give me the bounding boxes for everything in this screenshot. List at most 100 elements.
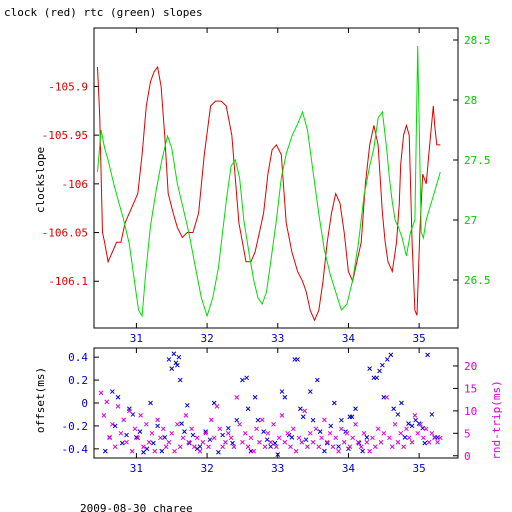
top-y2-tick-label: 28.5 — [464, 34, 491, 47]
point-offset — [240, 377, 245, 383]
point-offset — [173, 360, 179, 366]
point-rnd-trip — [293, 448, 299, 454]
point-offset — [110, 389, 115, 394]
point-rnd-trip — [313, 426, 319, 432]
point-offset — [364, 435, 370, 440]
point-rnd-trip — [285, 430, 291, 436]
point-rnd-trip — [392, 421, 398, 427]
point-rnd-trip — [375, 426, 381, 432]
point-offset — [374, 375, 380, 381]
point-rnd-trip — [372, 444, 378, 450]
point-rnd-trip — [211, 435, 217, 441]
point-offset — [324, 440, 330, 446]
point-rnd-trip — [355, 439, 361, 445]
bottom-right-axis-label: rnd-trip(ms) — [490, 380, 503, 459]
point-offset — [130, 412, 136, 417]
point-offset — [216, 449, 221, 455]
point-rnd-trip — [245, 444, 251, 450]
point-rnd-trip — [364, 439, 370, 445]
point-offset — [310, 417, 316, 423]
point-rnd-trip — [231, 444, 237, 450]
point-offset — [244, 375, 250, 381]
top-y2-tick-label: 28 — [464, 94, 477, 107]
point-rnd-trip — [242, 430, 248, 436]
point-offset — [298, 406, 303, 412]
point-offset — [295, 357, 300, 362]
point-offset — [336, 444, 341, 449]
point-rnd-trip — [310, 439, 316, 445]
point-offset — [353, 406, 358, 412]
point-rnd-trip — [194, 435, 200, 441]
chart-title: clock (red) rtc (green) slopes — [4, 6, 203, 19]
point-rnd-trip — [426, 439, 432, 445]
top-x-tick-label: 35 — [413, 332, 426, 345]
top-y-tick-label: -105.9 — [48, 80, 88, 93]
top-x-tick-label: 31 — [130, 332, 143, 345]
point-offset — [245, 406, 251, 412]
point-rnd-trip — [138, 412, 144, 418]
point-rnd-trip — [254, 426, 259, 432]
point-offset — [162, 435, 168, 440]
point-rnd-trip — [409, 439, 415, 445]
point-offset — [322, 448, 327, 454]
point-rnd-trip — [197, 448, 203, 454]
top-y-tick-label: -105.95 — [42, 129, 88, 142]
bottom-y2-tick-label: 0 — [464, 450, 471, 463]
bottom-y2-tick-label: 15 — [464, 382, 477, 395]
top-y-tick-label: -106 — [62, 178, 89, 191]
point-offset — [159, 448, 165, 454]
bottom-x-tick-label: 33 — [271, 462, 284, 475]
point-rnd-trip — [189, 426, 194, 432]
point-offset — [268, 444, 274, 449]
point-offset — [384, 357, 390, 362]
point-offset — [203, 429, 209, 434]
point-rnd-trip — [367, 448, 373, 454]
point-offset — [349, 414, 355, 420]
point-rnd-trip — [296, 435, 302, 441]
point-rnd-trip — [129, 448, 135, 454]
point-rnd-trip — [98, 390, 104, 396]
point-rnd-trip — [404, 426, 409, 432]
top-y-tick-label: -106.1 — [48, 275, 88, 288]
point-offset — [272, 440, 278, 446]
point-offset — [409, 423, 415, 429]
point-rnd-trip — [228, 435, 234, 441]
point-offset — [115, 394, 121, 400]
series-line-clock — [97, 65, 441, 322]
point-offset — [307, 389, 313, 394]
point-rnd-trip — [361, 430, 367, 436]
point-rnd-trip — [223, 439, 228, 445]
point-rnd-trip — [101, 412, 107, 418]
point-rnd-trip — [257, 439, 262, 445]
point-offset — [151, 440, 156, 446]
series-line-rtc — [97, 45, 441, 318]
bottom-y-tick-label: 0.4 — [68, 351, 88, 364]
top-axes: 31 32 33 34 35 -105.9 -105.95 -106 -106.05 -106.1… — [42, 28, 491, 345]
point-rnd-trip — [282, 439, 288, 445]
point-rnd-trip — [387, 435, 392, 441]
point-rnd-trip — [302, 408, 307, 414]
point-rnd-trip — [435, 439, 440, 445]
point-offset — [377, 368, 382, 374]
point-rnd-trip — [141, 444, 146, 450]
point-offset — [155, 423, 160, 429]
point-offset — [190, 432, 196, 438]
point-rnd-trip — [110, 421, 115, 427]
point-rnd-trip — [316, 444, 322, 450]
bottom-y2-tick-label: 10 — [464, 405, 477, 418]
point-rnd-trip — [217, 426, 223, 432]
point-offset — [182, 429, 187, 434]
point-rnd-trip — [288, 444, 293, 450]
point-rnd-trip — [192, 444, 197, 450]
point-rnd-trip — [225, 430, 231, 436]
point-rnd-trip — [166, 439, 172, 445]
point-offset — [380, 362, 385, 368]
point-offset — [261, 429, 266, 434]
point-rnd-trip — [186, 439, 192, 445]
point-rnd-trip — [251, 448, 257, 454]
point-offset — [395, 412, 401, 417]
point-rnd-trip — [265, 430, 271, 436]
point-offset — [184, 402, 190, 408]
point-rnd-trip — [432, 435, 438, 441]
point-offset — [137, 429, 143, 434]
